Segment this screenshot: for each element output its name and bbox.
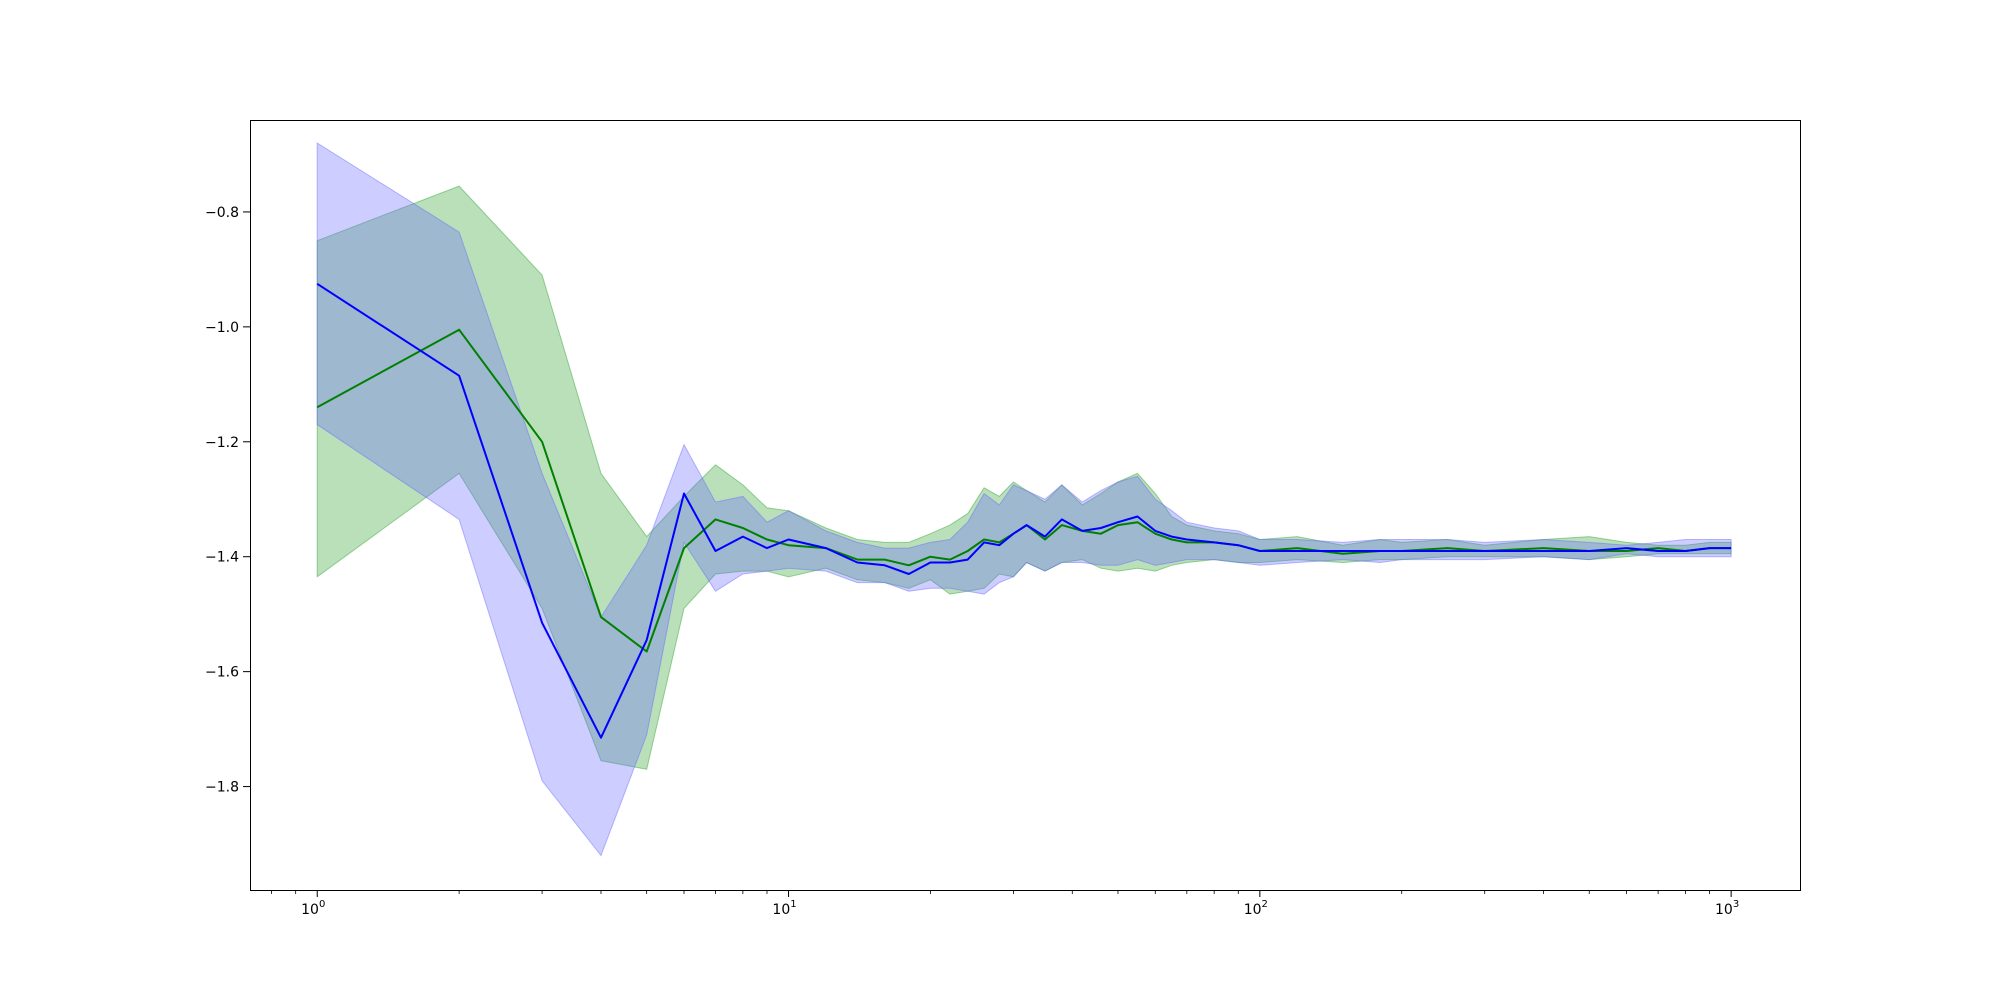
plot-frame <box>250 120 1801 891</box>
y-tick-label: −1.4 <box>205 550 239 566</box>
x-tick-label: 102 <box>1244 899 1268 918</box>
y-tick-label: −0.8 <box>205 205 239 221</box>
x-tick-label: 103 <box>1715 899 1739 918</box>
y-tick-label: −1.0 <box>205 320 239 336</box>
series-1-line <box>316 328 1732 653</box>
y-tick-label: −1.6 <box>205 665 239 681</box>
x-tick-label: 101 <box>772 899 796 918</box>
confidence-bands <box>316 142 1732 857</box>
series-2-line <box>316 282 1732 739</box>
x-axis: 100 101 102 103 <box>271 890 1739 918</box>
series-1-band <box>316 185 1732 770</box>
y-axis: −0.8 −1.0 −1.2 −1.4 −1.6 −1.8 <box>205 205 250 796</box>
y-tick-label: −1.2 <box>205 435 239 451</box>
x-tick-label: 100 <box>301 899 325 918</box>
mean-lines <box>316 282 1732 739</box>
y-tick-label: −1.8 <box>205 780 239 796</box>
series-2-band <box>316 142 1732 857</box>
